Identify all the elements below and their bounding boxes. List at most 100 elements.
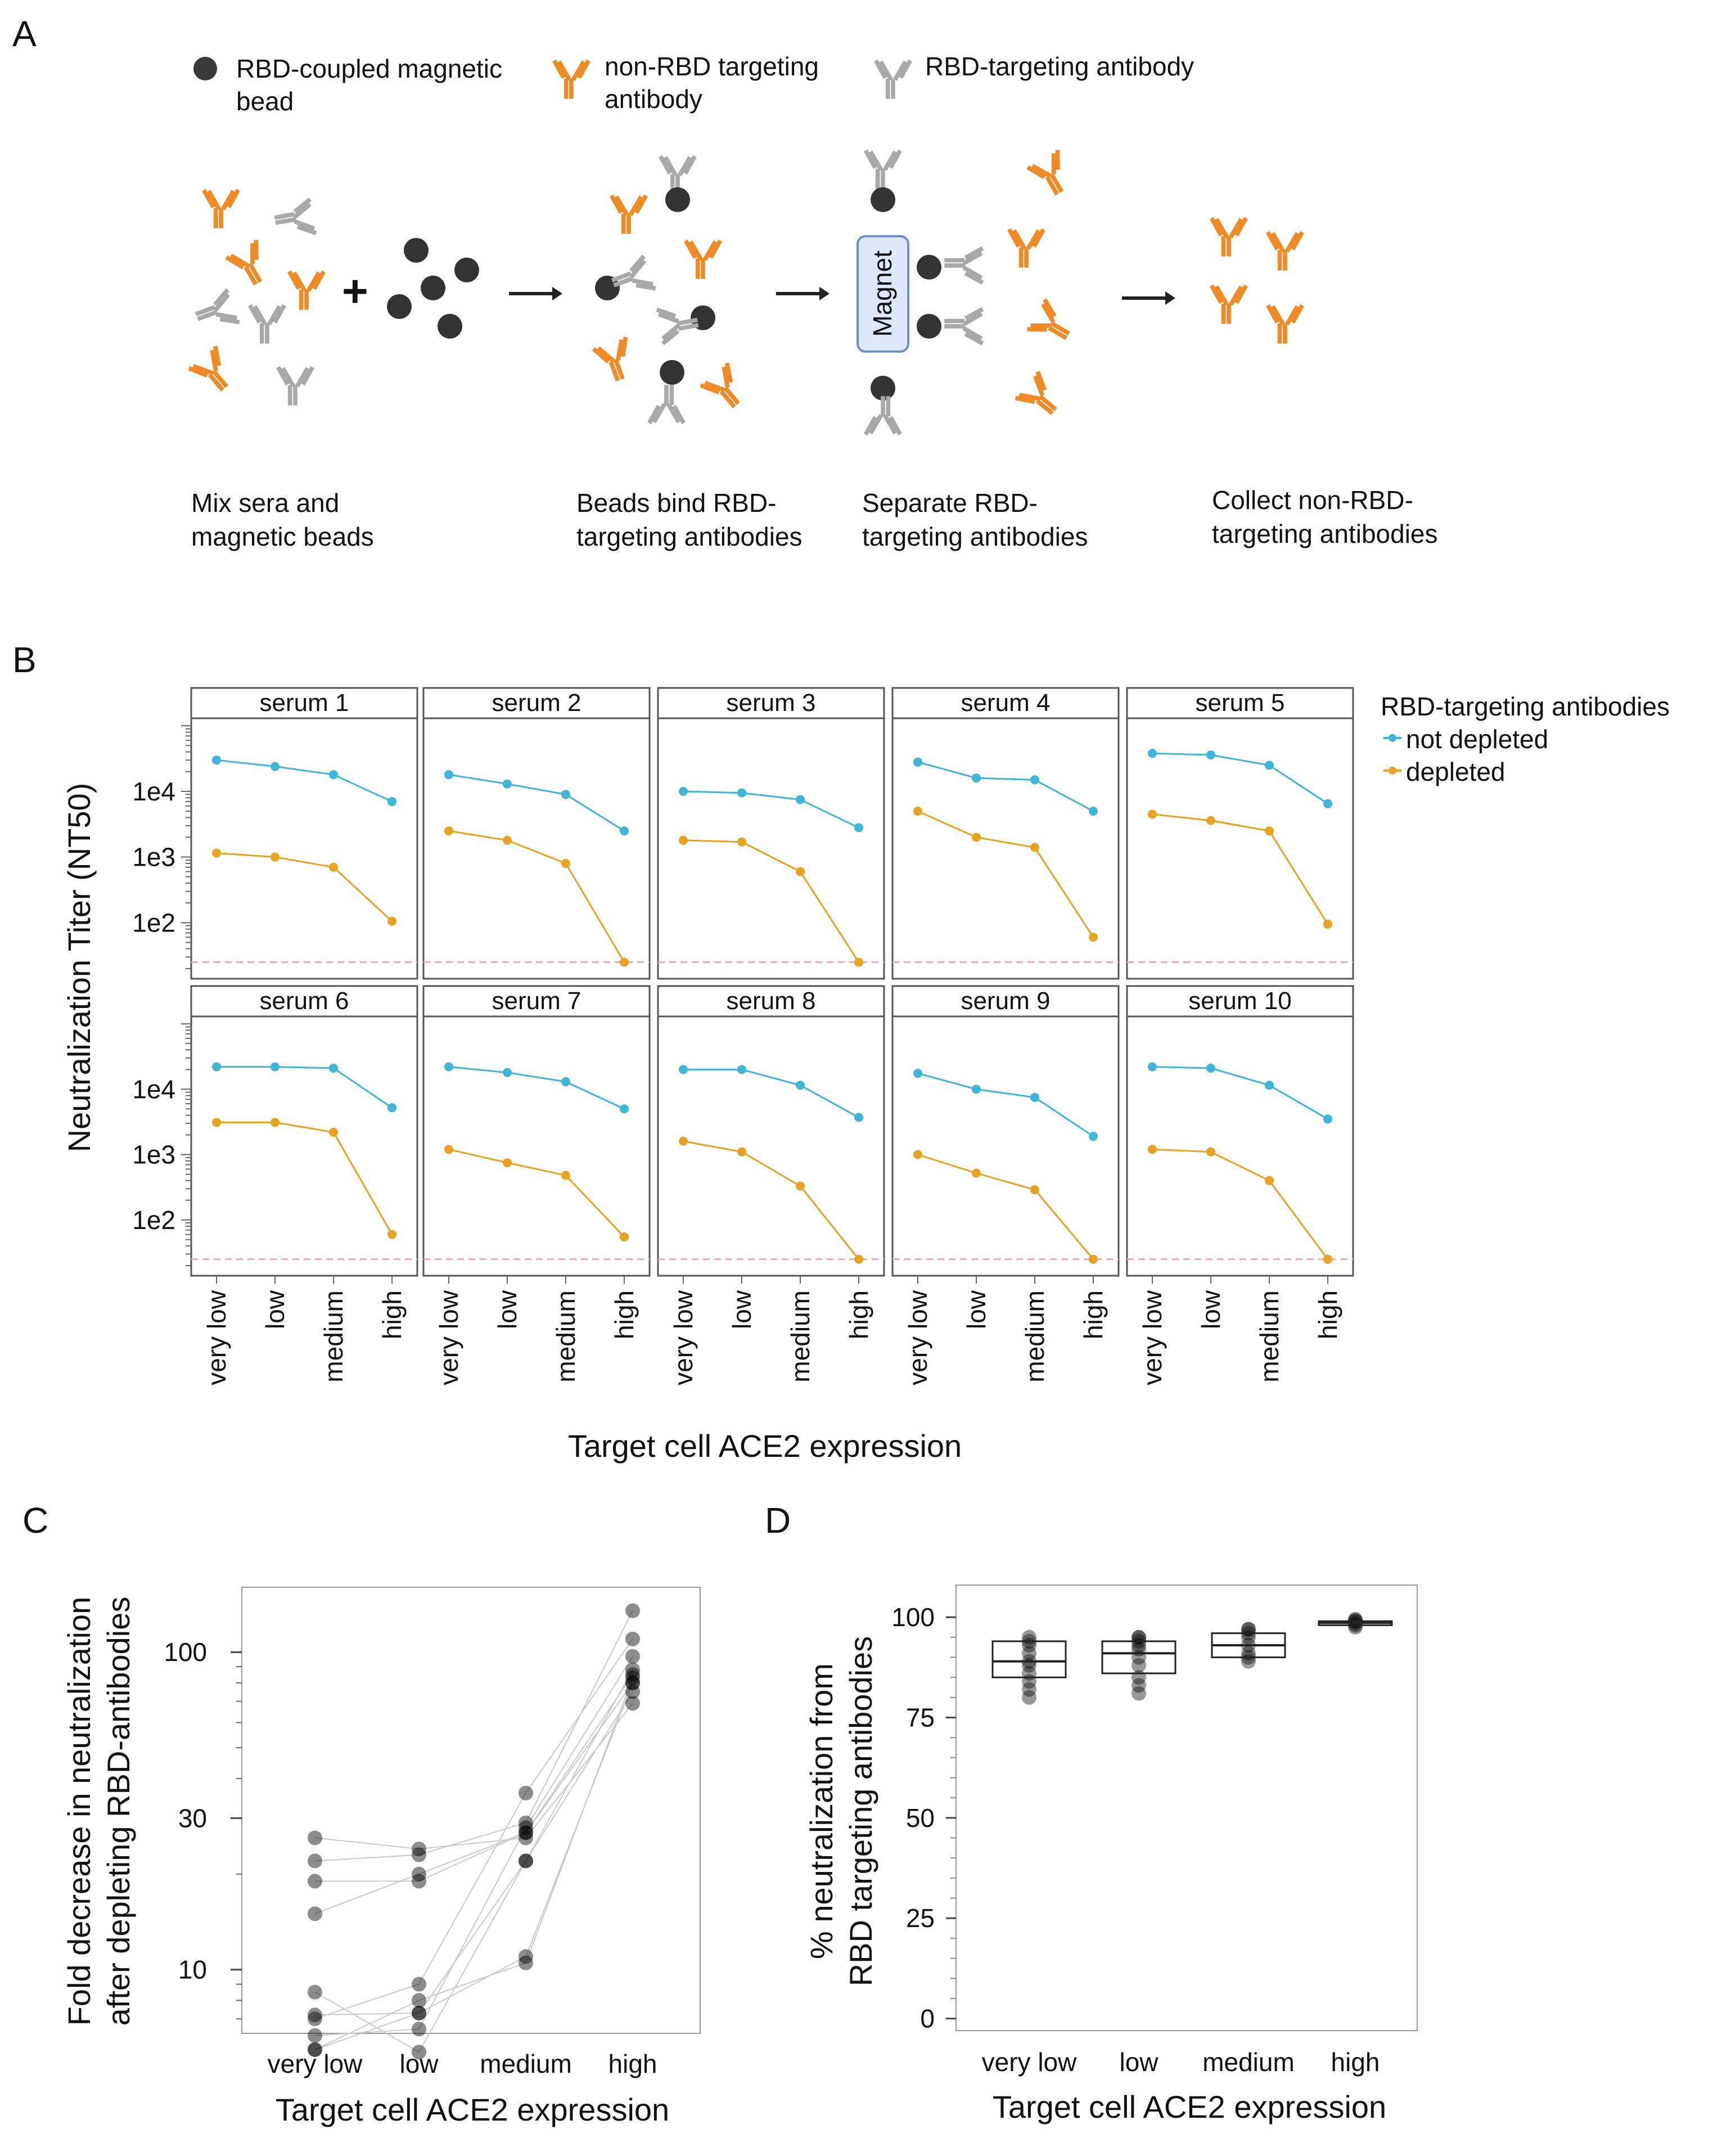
panel-c-ylabel-line1: Fold decrease in neutralization	[61, 1597, 97, 2026]
data-point	[796, 1081, 805, 1090]
data-point	[796, 867, 805, 876]
facet-strip	[190, 985, 418, 1018]
facet-panel	[422, 717, 651, 980]
data-point	[1241, 1622, 1256, 1637]
series-line-depleted	[1152, 1148, 1329, 1260]
series-line-depleted	[448, 830, 625, 963]
y-tick-label: 1e4	[132, 777, 175, 806]
series-line-not-depleted	[917, 1072, 1094, 1137]
x-tick-label: medium	[786, 1290, 815, 1383]
series-line-not-depleted	[917, 761, 1094, 812]
facet-9: serum 9	[891, 985, 1120, 1277]
x-axis-facet-6: very low low medium high	[202, 1276, 407, 1385]
data-point	[308, 2042, 322, 2057]
facet-strip	[422, 985, 651, 1018]
data-point	[444, 1145, 453, 1154]
facet-strip	[657, 985, 885, 1018]
x-tick-label: very low	[434, 1290, 463, 1385]
facet-panel	[422, 1015, 651, 1277]
step1-caption-line2: magnetic beads	[191, 522, 374, 551]
facet-title: serum 3	[727, 689, 816, 717]
data-point	[387, 1230, 396, 1239]
x-axis-facet-8: very low low medium high	[669, 1276, 873, 1385]
x-tick-label: low	[962, 1290, 991, 1329]
data-point	[1323, 799, 1332, 808]
y-tick-label: 100	[891, 1603, 935, 1632]
data-point	[625, 1670, 640, 1685]
data-point	[308, 2011, 322, 2027]
series-line-depleted	[917, 1154, 1094, 1260]
y-tick-label: 100	[164, 1637, 207, 1667]
legend-title: RBD-targeting antibodies	[1381, 692, 1670, 721]
data-point	[737, 1147, 746, 1156]
x-tick-label: low	[1196, 1290, 1225, 1329]
y-tick-label: 50	[906, 1803, 935, 1833]
panel-b-xlabel: Target cell ACE2 expression	[568, 1428, 962, 1464]
data-point	[329, 1063, 338, 1073]
data-point	[561, 1171, 570, 1180]
x-tick-label: very low	[268, 2049, 363, 2078]
data-point	[519, 1825, 533, 1840]
data-point	[737, 788, 746, 798]
facet-title: serum 8	[727, 987, 816, 1015]
data-point	[972, 773, 981, 783]
data-point	[412, 2005, 426, 2020]
data-point	[503, 779, 512, 789]
data-point	[503, 835, 512, 845]
data-point	[444, 826, 453, 836]
facet-title: serum 1	[260, 689, 349, 717]
data-point	[1089, 807, 1098, 816]
data-point	[1323, 919, 1332, 929]
data-point	[625, 1696, 640, 1711]
step3-caption-line1: Separate RBD-	[862, 488, 1038, 517]
data-point	[561, 790, 570, 799]
data-point	[412, 1874, 426, 1889]
x-tick-label: medium	[551, 1290, 580, 1383]
x-tick-label: medium	[1020, 1290, 1049, 1383]
data-point	[679, 835, 688, 845]
serum-line	[314, 1677, 633, 2050]
facet-6: serum 6	[190, 985, 418, 1277]
data-point	[1148, 1145, 1157, 1154]
panel-c-ylabel-line2: after depleting RBD-antibodies	[101, 1597, 136, 2026]
step4-collected	[1211, 218, 1302, 344]
legend-depleted-marker	[1389, 767, 1396, 775]
step1-beads	[387, 238, 479, 339]
facet-panel	[1126, 1015, 1354, 1277]
data-point	[519, 1949, 533, 1964]
data-point	[519, 1955, 533, 1970]
panel-d-ylabel-line2: RBD targeting antibodies	[843, 1636, 878, 1987]
x-tick-label: high	[610, 1290, 639, 1339]
x-tick-label: medium	[480, 2049, 572, 2078]
data-point	[1022, 1646, 1036, 1661]
data-point	[1030, 843, 1039, 852]
arrow-1	[509, 287, 562, 300]
x-axis-facet-10: very low low medium high	[1138, 1276, 1342, 1385]
data-point	[1030, 775, 1039, 785]
series-line-depleted	[683, 839, 860, 963]
facet-1: serum 1	[190, 687, 418, 980]
data-point	[913, 1069, 922, 1078]
serum-line	[314, 1682, 633, 1915]
facet-panel	[190, 1015, 418, 1277]
data-point	[519, 1820, 533, 1835]
data-point	[308, 2008, 322, 2023]
legend-not-depleted: not depleted	[1406, 724, 1548, 754]
data-point	[308, 2028, 322, 2043]
series-line-depleted	[683, 1140, 860, 1260]
y-tick-label: 0	[920, 2004, 935, 2033]
data-point	[1206, 750, 1215, 760]
legend-non-rbd-line1: non-RBD targeting	[605, 52, 819, 81]
x-tick-label: very low	[982, 2047, 1077, 2077]
data-point	[444, 1062, 453, 1072]
data-point	[519, 1853, 533, 1869]
data-point	[625, 1603, 640, 1618]
data-point	[271, 1062, 280, 1072]
facet-panel	[1126, 717, 1354, 980]
facet-title: serum 5	[1196, 689, 1285, 717]
data-point	[913, 1150, 922, 1159]
data-point	[212, 848, 221, 858]
step2-caption-line2: targeting antibodies	[576, 522, 803, 551]
y-axis-row-2: 1e2 1e3 1e4	[132, 1023, 191, 1267]
panel-b-facet-grid: serum 1 1e2 1e3 1e4 serum 2 serum 3 serum 4 ser…	[132, 687, 1354, 1385]
